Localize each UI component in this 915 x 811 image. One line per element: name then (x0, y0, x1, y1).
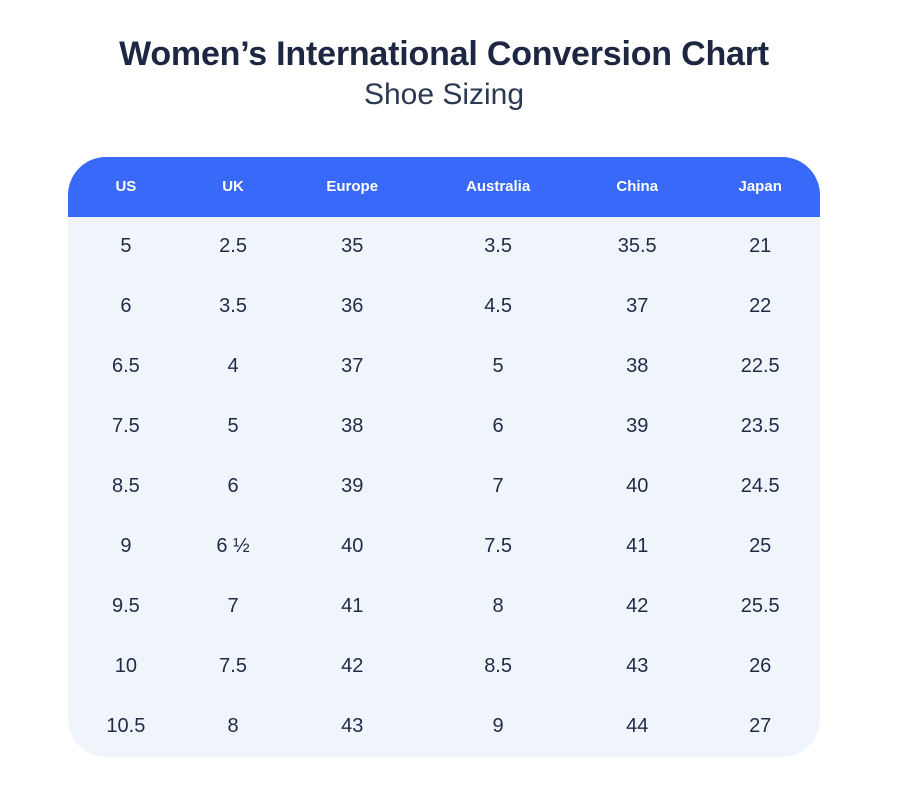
table-cell: 39 (574, 396, 701, 457)
table-header: US UK Europe Australia China Japan (68, 156, 820, 217)
column-header-australia: Australia (422, 156, 575, 217)
table-cell: 8.5 (422, 636, 575, 697)
table-cell: 42 (574, 576, 701, 637)
table-row: 9.5 7 41 8 42 25.5 (68, 576, 820, 637)
table-cell: 5 (68, 216, 184, 277)
table-cell: 9 (68, 516, 184, 577)
table-row: 7.5 5 38 6 39 23.5 (68, 396, 820, 457)
column-header-uk: UK (183, 156, 283, 217)
table-cell: 4.5 (422, 276, 575, 337)
page: Women’s International Conversion Chart S… (68, 34, 820, 757)
table-cell: 27 (700, 696, 820, 757)
table-row: 6 3.5 36 4.5 37 22 (68, 276, 820, 337)
table-cell: 24.5 (700, 456, 820, 517)
table-cell: 22.5 (700, 336, 820, 397)
table-cell: 10.5 (68, 696, 184, 757)
table-cell: 26 (700, 636, 820, 697)
table-cell: 9.5 (68, 576, 184, 637)
table-cell: 25 (700, 516, 820, 577)
table-row: 10.5 8 43 9 44 27 (68, 696, 820, 757)
column-header-us: US (68, 156, 184, 217)
table-cell: 6 (183, 456, 283, 517)
table-cell: 43 (282, 696, 423, 757)
table-cell: 3.5 (183, 276, 283, 337)
table-cell: 5 (422, 336, 575, 397)
table-row: 5 2.5 35 3.5 35.5 21 (68, 216, 820, 277)
table-cell: 41 (574, 516, 701, 577)
table-cell: 8 (183, 696, 283, 757)
table-cell: 6 ½ (183, 516, 283, 577)
table-cell: 4 (183, 336, 283, 397)
table-cell: 40 (574, 456, 701, 517)
table-cell: 36 (282, 276, 423, 337)
table-cell: 7.5 (422, 516, 575, 577)
table-cell: 35 (282, 216, 423, 277)
table-cell: 22 (700, 276, 820, 337)
table-cell: 6 (68, 276, 184, 337)
table-row: 6.5 4 37 5 38 22.5 (68, 336, 820, 397)
page-subtitle: Shoe Sizing (363, 77, 525, 111)
table-row: 10 7.5 42 8.5 43 26 (68, 636, 820, 697)
table-cell: 21 (700, 216, 820, 277)
table-cell: 37 (282, 336, 423, 397)
table-cell: 37 (574, 276, 701, 337)
table-row: 8.5 6 39 7 40 24.5 (68, 456, 820, 517)
table-cell: 9 (422, 696, 575, 757)
table-cell: 38 (282, 396, 423, 457)
table-cell: 43 (574, 636, 701, 697)
table-cell: 2.5 (183, 216, 283, 277)
column-header-japan: Japan (700, 156, 820, 217)
table-cell: 42 (282, 636, 423, 697)
table-cell: 23.5 (700, 396, 820, 457)
table-cell: 5 (183, 396, 283, 457)
table-cell: 3.5 (422, 216, 575, 277)
column-header-europe: Europe (282, 156, 423, 217)
table-cell: 10 (68, 636, 184, 697)
table-cell: 38 (574, 336, 701, 397)
page-title: Women’s International Conversion Chart (119, 35, 769, 73)
table-cell: 7 (422, 456, 575, 517)
table-cell: 41 (282, 576, 423, 637)
table-cell: 7.5 (183, 636, 283, 697)
table-cell: 35.5 (574, 216, 701, 277)
table-cell: 40 (282, 516, 423, 577)
table-cell: 44 (574, 696, 701, 757)
table-cell: 7.5 (68, 396, 184, 457)
table-cell: 7 (183, 576, 283, 637)
table-header-row: US UK Europe Australia China Japan (68, 156, 820, 217)
table-cell: 39 (282, 456, 423, 517)
shoe-size-table: US UK Europe Australia China Japan 5 2.5 3… (68, 156, 820, 757)
table-cell: 6 (422, 396, 575, 457)
table-cell: 25.5 (700, 576, 820, 637)
table-cell: 6.5 (68, 336, 184, 397)
table-cell: 8.5 (68, 456, 184, 517)
conversion-table: US UK Europe Australia China Japan 5 2.5 3… (68, 156, 820, 757)
table-cell: 8 (422, 576, 575, 637)
table-body: 5 2.5 35 3.5 35.5 21 6 3.5 36 4.5 37 22 6.5 4 37 5 38 22.… (68, 216, 820, 757)
column-header-china: China (574, 156, 701, 217)
